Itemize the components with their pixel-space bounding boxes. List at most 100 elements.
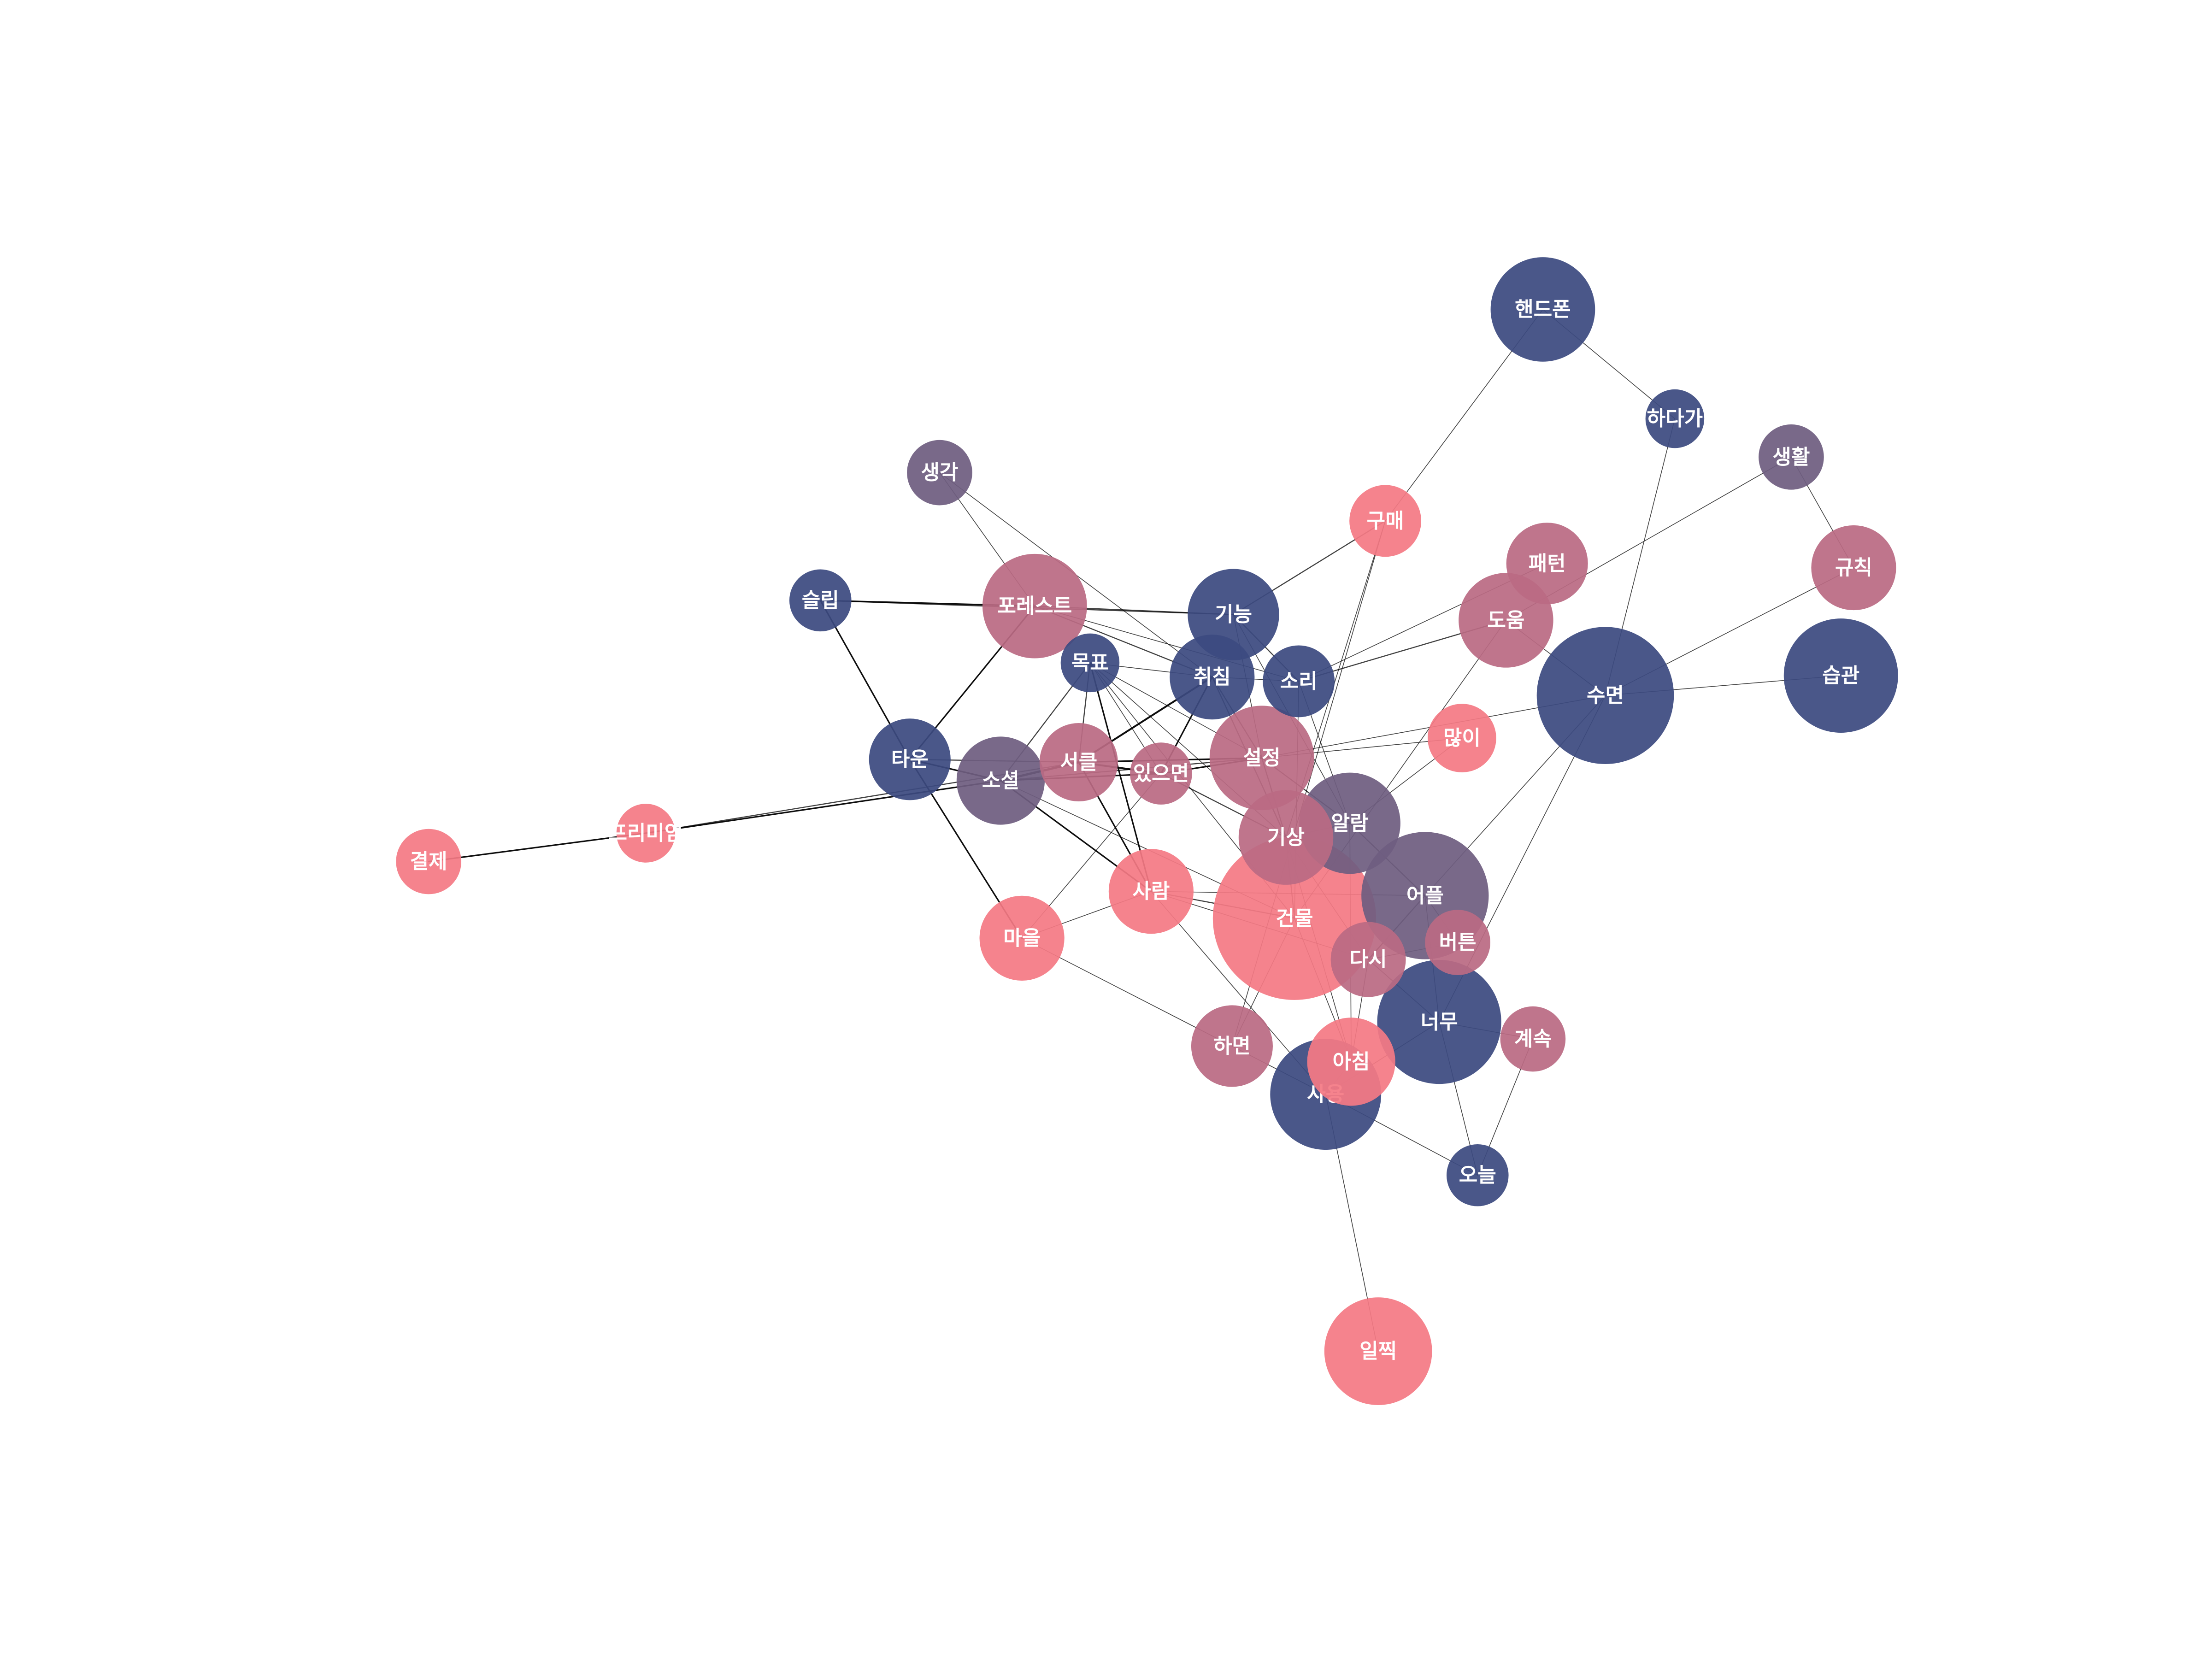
node-b2e4c2dc: 다시: [1330, 922, 1406, 997]
node-circle: [1324, 1297, 1432, 1406]
node-label: 어플: [1406, 884, 1444, 907]
node-c2b5ad00: 습관: [1783, 618, 1898, 733]
node-label: 습관: [1822, 664, 1859, 688]
node-circle: [1425, 910, 1490, 975]
node-circle: [1645, 389, 1705, 448]
node-c18cc15c: 소셜: [956, 736, 1045, 825]
node-label: 슬립: [802, 588, 839, 612]
node-label: 알람: [1331, 812, 1369, 835]
node-label: 마을: [1003, 926, 1041, 950]
node-b108bb34: 너무: [1377, 960, 1501, 1084]
node-label: 버튼: [1439, 931, 1477, 954]
node-label: 너무: [1421, 1010, 1458, 1034]
node-circle: [1307, 1018, 1395, 1106]
node-circle: [1500, 1006, 1566, 1072]
node-label: 소셜: [982, 769, 1019, 793]
node-d558b2e4ac00: 하다가: [1645, 389, 1705, 448]
node-circle: [1263, 645, 1335, 718]
node-d3ecb808c2a4d2b8: 포레스트: [982, 553, 1087, 659]
node-label: 취침: [1194, 665, 1231, 689]
node-label: 계속: [1514, 1027, 1552, 1051]
node-label: 프리미엄: [608, 821, 683, 845]
nodes-layer: 건물수면어플너무습관사용일찍포레스트설정핸드폰알람기상도움기능소셜아침취침마을사…: [396, 257, 1898, 1406]
node-label: 하면: [1213, 1034, 1251, 1058]
node-c544ce68: 아침: [1307, 1018, 1395, 1106]
node-circle: [789, 569, 852, 632]
node-label: 패턴: [1529, 552, 1566, 575]
node-bc84d2bc: 버튼: [1425, 910, 1490, 975]
node-circle: [1811, 525, 1896, 611]
node-circle: [979, 895, 1065, 981]
node-acc4c18d: 계속: [1500, 1006, 1566, 1072]
node-label: 소리: [1280, 670, 1318, 693]
node-c624b298: 오늘: [1446, 1144, 1509, 1206]
node-label: 기상: [1267, 826, 1305, 849]
node-label: 결제: [410, 850, 447, 873]
node-addcce59: 규칙: [1811, 525, 1896, 611]
node-c11cd074: 서클: [1039, 723, 1118, 801]
node-b9cec774: 많이: [1428, 704, 1496, 772]
node-circle: [1060, 633, 1120, 693]
node-circle: [1759, 424, 1824, 490]
node-label: 사람: [1132, 880, 1170, 903]
node-circle: [907, 440, 972, 506]
edge-acb0c81c-d504b9acbbf8c5c4: [428, 832, 647, 863]
node-c0ddac01: 생각: [907, 440, 972, 506]
node-label: 도움: [1487, 608, 1524, 632]
node-label: 핸드폰: [1515, 298, 1571, 321]
node-circle: [1536, 627, 1674, 764]
node-circle: [1330, 922, 1406, 997]
node-circle: [1209, 706, 1314, 811]
node-d558ba74: 하면: [1191, 1005, 1273, 1087]
node-circle: [982, 553, 1087, 659]
node-c788c73cba74: 있으면: [1130, 742, 1192, 805]
node-label: 다시: [1350, 948, 1387, 971]
node-label: 목표: [1071, 651, 1109, 675]
node-label: 오늘: [1459, 1164, 1496, 1187]
node-c0ddd65c: 생활: [1759, 424, 1824, 490]
node-circle: [869, 718, 951, 800]
node-label: 생각: [921, 461, 958, 484]
node-circle: [1377, 960, 1501, 1084]
node-label: 일찍: [1359, 1340, 1397, 1363]
node-label: 건물: [1276, 906, 1313, 930]
node-c124c815: 설정: [1209, 706, 1314, 811]
node-ae30c0c1: 기상: [1238, 790, 1334, 885]
node-label: 규칙: [1835, 556, 1872, 580]
node-c2acb9bd: 슬립: [789, 569, 852, 632]
node-circle: [1783, 618, 1898, 733]
node-d0c0c6b4: 타운: [869, 718, 951, 800]
node-circle: [1428, 704, 1496, 772]
node-label: 기능: [1215, 603, 1252, 626]
node-d504b9acbbf8c5c4: 프리미엄: [608, 804, 683, 863]
node-circle: [1490, 257, 1595, 362]
node-label: 하다가: [1647, 407, 1703, 430]
node-c18cb9ac: 소리: [1263, 645, 1335, 718]
node-circle: [1446, 1144, 1509, 1206]
node-circle: [1108, 849, 1194, 934]
node-label: 구매: [1367, 509, 1404, 533]
node-label: 수면: [1587, 684, 1624, 707]
node-cde8ce68: 취침: [1170, 635, 1255, 720]
node-ad6cb9e4: 구매: [1349, 485, 1422, 557]
node-circle: [1506, 523, 1588, 605]
node-label: 있으면: [1133, 762, 1189, 785]
node-label: 서클: [1060, 750, 1097, 774]
node-d578b4dcd3f0: 핸드폰: [1490, 257, 1595, 362]
node-label: 포레스트: [997, 594, 1072, 618]
node-acb0c81c: 결제: [396, 829, 461, 894]
node-label: 설정: [1243, 746, 1281, 770]
node-label: 생활: [1772, 445, 1810, 469]
node-baa9d45c: 목표: [1060, 633, 1120, 693]
edge-d504b9acbbf8c5c4-c18cc15c: [645, 780, 1001, 834]
node-circle: [956, 736, 1045, 825]
node-label: 많이: [1443, 726, 1481, 750]
node-circle: [616, 804, 676, 863]
node-d328d134: 패턴: [1506, 523, 1588, 605]
node-b9c8c744: 마을: [979, 895, 1065, 981]
node-c0acb78c: 사람: [1108, 849, 1194, 934]
node-c218ba74: 수면: [1536, 627, 1674, 764]
node-circle: [1238, 790, 1334, 885]
node-circle: [1191, 1005, 1273, 1087]
